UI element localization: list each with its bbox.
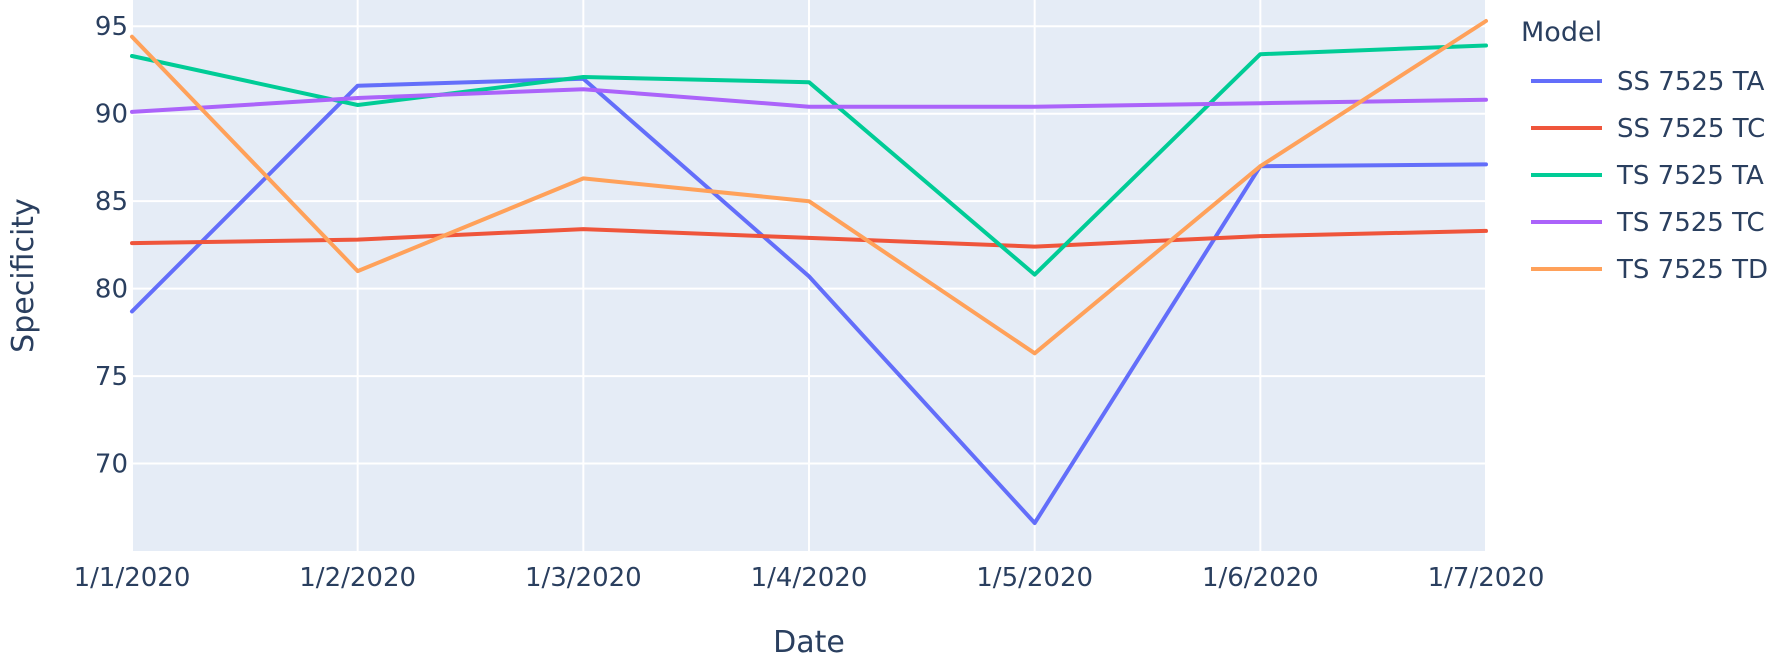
x-tick-label: 1/7/2020 xyxy=(1428,563,1545,593)
x-tick-label: 1/5/2020 xyxy=(976,563,1093,593)
legend-label: SS 7525 TC xyxy=(1617,114,1765,144)
y-tick-label: 85 xyxy=(95,187,128,217)
legend-title[interactable]: Model xyxy=(1521,17,1602,48)
series-line-ts-7525-ta xyxy=(130,43,1488,277)
legend-label: TS 7525 TA xyxy=(1616,161,1764,191)
legend-item[interactable]: TS 7525 TD xyxy=(1531,255,1768,285)
legend-label: TS 7525 TD xyxy=(1616,255,1768,285)
x-tick-label: 1/6/2020 xyxy=(1202,563,1319,593)
y-axis-title: Specificity xyxy=(6,198,41,353)
series-line-ts-7525-td xyxy=(130,19,1488,356)
y-tick-label: 90 xyxy=(95,100,128,130)
y-tick-labels: 70 75 80 85 90 95 xyxy=(95,12,128,479)
series-line-ts-7525-tc xyxy=(130,87,1488,114)
y-tick-label: 95 xyxy=(95,12,128,42)
series-lines xyxy=(130,19,1488,525)
y-tick-label: 80 xyxy=(95,275,128,305)
series-line-ss-7525-tc xyxy=(130,227,1488,249)
y-tick-label: 70 xyxy=(95,450,128,480)
x-tick-labels: 1/1/2020 1/2/2020 1/3/2020 1/4/2020 1/5/2020… xyxy=(74,563,1545,593)
x-axis-title: Date xyxy=(773,625,845,660)
legend: Model SS 7525 TA SS 7525 TC TS 7525 TA TS 7… xyxy=(1521,17,1768,285)
legend-item[interactable]: TS 7525 TC xyxy=(1531,208,1765,238)
legend-label: SS 7525 TA xyxy=(1617,67,1765,97)
legend-item[interactable]: SS 7525 TA xyxy=(1531,67,1765,97)
legend-label: TS 7525 TC xyxy=(1616,208,1765,238)
legend-item[interactable]: TS 7525 TA xyxy=(1531,161,1764,191)
x-tick-label: 1/1/2020 xyxy=(74,563,191,593)
x-tick-label: 1/2/2020 xyxy=(299,563,416,593)
x-tick-label: 1/4/2020 xyxy=(751,563,868,593)
legend-item[interactable]: SS 7525 TC xyxy=(1531,114,1765,144)
y-tick-label: 75 xyxy=(95,362,128,392)
x-tick-label: 1/3/2020 xyxy=(525,563,642,593)
